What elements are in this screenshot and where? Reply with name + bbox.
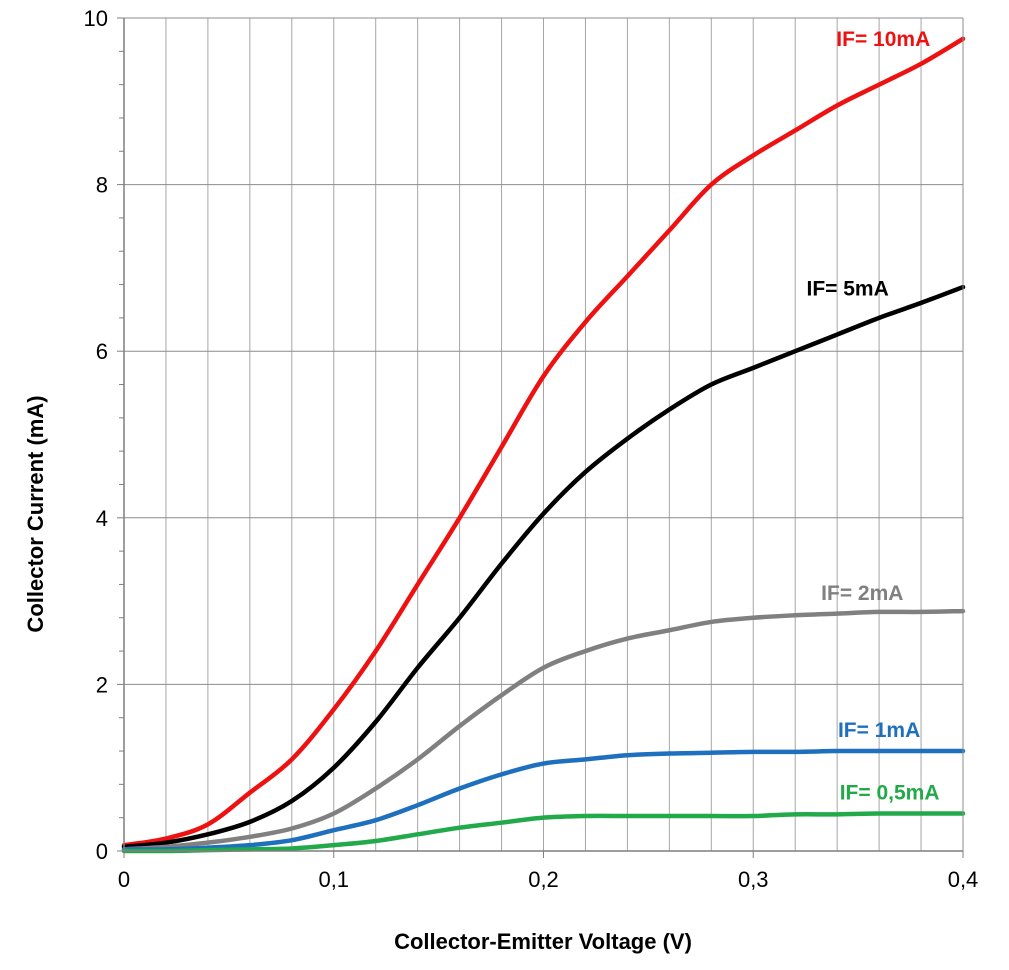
y-tick-label: 2: [96, 672, 108, 697]
y-axis-ticks: 0 2 4 6 8 10: [84, 6, 108, 864]
series-label: IF= 0,5mA: [840, 782, 940, 805]
x-tick-label: 0,1: [318, 867, 349, 892]
series-label: IF= 2mA: [821, 582, 903, 605]
y-tick-label: 0: [96, 839, 108, 864]
series-label: IF= 10mA: [836, 28, 930, 51]
y-tick-label: 8: [96, 173, 108, 198]
y-tick-label: 6: [96, 339, 108, 364]
series-line-3: [121, 748, 966, 852]
series-line-0: [121, 36, 966, 848]
series-line-1: [121, 284, 966, 850]
series-line-4: [121, 811, 966, 854]
x-tick-label: 0,4: [948, 867, 979, 892]
series-label: IF= 1mA: [838, 719, 920, 742]
y-tick-label: 10: [84, 6, 108, 31]
plot-frame: [117, 17, 964, 858]
x-axis-ticks: 0 0,1 0,2 0,3 0,4: [118, 867, 978, 892]
y-axis-title: Collector Current (mA): [23, 395, 48, 632]
series-labels: IF= 10mA IF= 5mA IF= 2mA IF= 1mA IF= 0,5mA: [806, 28, 939, 805]
y-tick-label: 4: [96, 506, 108, 531]
x-axis-title: Collector-Emitter Voltage (V): [394, 929, 692, 954]
series-label: IF= 5mA: [806, 278, 888, 301]
x-tick-label: 0,2: [528, 867, 559, 892]
x-tick-label: 0,3: [738, 867, 769, 892]
series-line-2: [121, 608, 966, 852]
x-tick-label: 0: [118, 867, 130, 892]
grid: [124, 18, 963, 851]
series-lines: [121, 36, 966, 854]
